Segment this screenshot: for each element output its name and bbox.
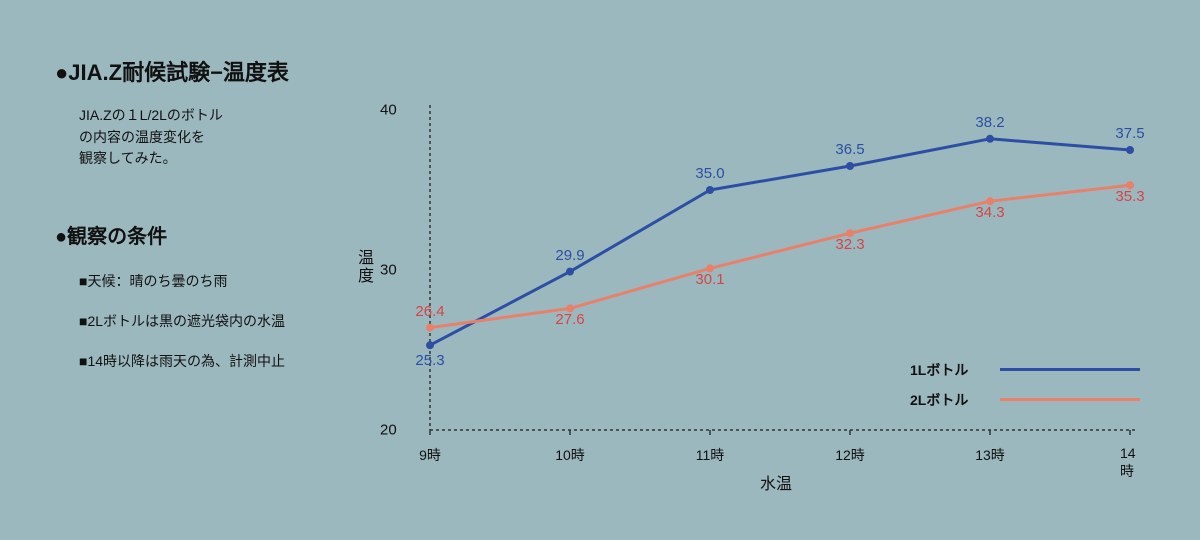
data-label: 38.2 <box>975 114 1004 131</box>
x-tick: 13時 <box>975 445 1005 465</box>
conditions-title: ●観察の条件 <box>55 220 365 249</box>
main-title: ●JIA.Z耐候試験−温度表 <box>55 55 365 87</box>
y-tick: 20 <box>380 422 397 439</box>
x-tick: 12時 <box>835 445 865 465</box>
data-label: 25.3 <box>415 352 444 369</box>
subtitle-line: の内容の温度変化を <box>79 129 205 145</box>
data-label: 37.5 <box>1115 125 1144 142</box>
condition-item: ■天候：晴のち曇のち雨 <box>79 271 365 291</box>
subtitle-line: 観察してみた。 <box>79 150 177 166</box>
left-panel: ●JIA.Z耐候試験−温度表 JIA.Zの１L/2Lのボトル の内容の温度変化を… <box>55 55 365 391</box>
data-label: 30.1 <box>695 271 724 288</box>
x-tick: 14時 <box>1120 445 1140 481</box>
x-tick: 11時 <box>696 445 725 465</box>
data-label: 29.9 <box>555 247 584 264</box>
data-label: 34.3 <box>975 204 1004 221</box>
legend-label: 1Lボトル <box>910 360 968 380</box>
x-tick: 9時 <box>419 445 441 465</box>
data-label: 27.6 <box>555 311 584 328</box>
subtitle: JIA.Zの１L/2Lのボトル の内容の温度変化を 観察してみた。 <box>79 105 365 170</box>
subtitle-line: JIA.Zの１L/2Lのボトル <box>79 107 223 123</box>
data-label: 36.5 <box>835 141 864 158</box>
x-axis-label: 水温 <box>760 470 792 494</box>
chart: 温 度 水温 2030409時10時11時12時13時14時25.329.935… <box>370 100 1160 500</box>
legend-line <box>1000 398 1140 401</box>
x-tick: 10時 <box>555 445 585 465</box>
y-tick: 40 <box>380 102 397 119</box>
plot-svg <box>410 100 1150 440</box>
data-label: 26.4 <box>415 303 444 320</box>
legend-label: 2Lボトル <box>910 390 968 410</box>
y-tick: 30 <box>380 262 397 279</box>
plot-area: 2030409時10時11時12時13時14時25.329.935.036.53… <box>410 100 1150 440</box>
condition-item: ■14時以降は雨天の為、計測中止 <box>79 351 365 371</box>
condition-item: ■2Lボトルは黒の遮光袋内の水温 <box>79 311 365 331</box>
legend-line <box>1000 368 1140 371</box>
data-label: 35.3 <box>1115 188 1144 205</box>
data-label: 35.0 <box>695 165 724 182</box>
data-label: 32.3 <box>835 236 864 253</box>
y-axis-label: 温 度 <box>358 250 374 285</box>
